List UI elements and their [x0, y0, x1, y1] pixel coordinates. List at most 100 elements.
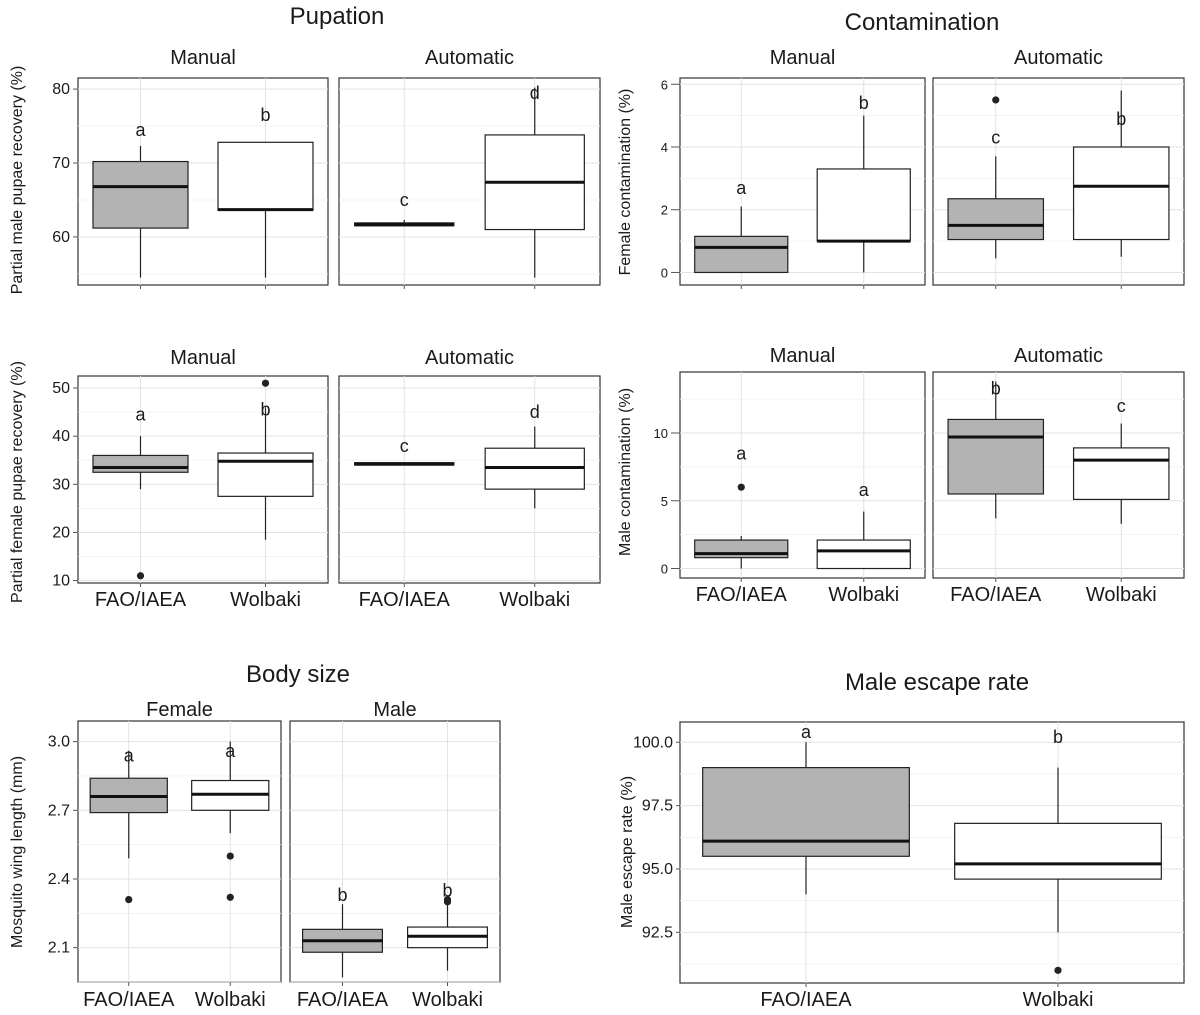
significance-letter: b	[442, 880, 452, 900]
box-wolbaki	[217, 141, 314, 211]
ytick-label: 2.4	[48, 871, 70, 888]
significance-letter: b	[991, 378, 1001, 398]
significance-letter: b	[337, 885, 347, 905]
ytick-label: 60	[52, 229, 70, 246]
ytick-label: 100.0	[633, 734, 673, 751]
significance-letter: c	[991, 128, 1000, 148]
facet-label-pup-female-0: Manual	[170, 347, 236, 369]
box-fao-iaea	[947, 418, 1045, 495]
significance-letter: c	[400, 436, 409, 456]
box-wolbaki	[816, 168, 911, 242]
significance-letter: a	[124, 745, 135, 765]
outlier-point	[737, 483, 745, 491]
ylabel-escape: Male escape rate (%)	[619, 776, 636, 928]
chart-escape: 92.5 95.0 97.5 100.0 FAO/IAEA Wolbaki a b	[633, 721, 1185, 1011]
chart-pup-female: Manual 10 20 30 40 50 FAO/IAEA Wolbaki a b Automat…	[52, 347, 601, 611]
facet-label-cont-female-0: Manual	[770, 47, 836, 69]
box-wolbaki	[1072, 146, 1170, 241]
significance-letter: d	[530, 402, 540, 422]
title-contamination: Contamination	[845, 9, 1000, 36]
ytick-label: 2.1	[48, 940, 70, 957]
outlier-point	[226, 893, 234, 901]
significance-letter: a	[736, 178, 747, 198]
facet-label-pup-male-1: Automatic	[425, 47, 514, 69]
ylabel-pup-male: Partial male pupae recovery (%)	[9, 66, 26, 295]
outlier-point	[1054, 966, 1062, 974]
xtick-label: FAO/IAEA	[297, 989, 389, 1011]
title-escape: Male escape rate	[845, 669, 1029, 696]
facet-label-body-size-1: Male	[373, 699, 416, 721]
chart-body-size: Female 2.1 2.4 2.7 3.0 FAO/IAEA Wolbaki a a Male F…	[48, 699, 501, 1011]
significance-letter: b	[1116, 109, 1126, 129]
xtick-label: Wolbaki	[195, 989, 266, 1011]
ylabel-cont-male: Male contamination (%)	[617, 388, 634, 556]
box-wolbaki	[954, 822, 1162, 880]
ytick-label: 3.0	[48, 734, 70, 751]
xtick-label: FAO/IAEA	[359, 589, 451, 611]
title-pupation: Pupation	[290, 3, 385, 30]
xtick-label: Wolbaki	[1023, 989, 1094, 1011]
outlier-point	[125, 895, 133, 904]
box-wolbaki	[217, 452, 314, 497]
xtick-label: FAO/IAEA	[696, 584, 788, 606]
chart-cont-male: Manual 0 5 10 FAO/IAEA Wolbaki a a Automatic FAO/…	[654, 345, 1185, 606]
ytick-label: 95.0	[642, 861, 673, 878]
significance-letter: d	[530, 83, 540, 103]
ytick-label: 40	[52, 428, 70, 445]
ytick-label: 6	[661, 77, 668, 92]
xtick-label: FAO/IAEA	[950, 584, 1042, 606]
chart-pup-male: Manual 60 70 80 a b Automatic c d	[52, 47, 601, 289]
significance-letter: b	[260, 105, 270, 125]
significance-letter: b	[859, 93, 869, 113]
xtick-label: Wolbaki	[230, 589, 301, 611]
ytick-label: 0	[661, 265, 668, 280]
ytick-label: 4	[661, 140, 668, 155]
ytick-label: 30	[52, 476, 70, 493]
significance-letter: c	[1117, 396, 1126, 416]
box-wolbaki	[1072, 447, 1170, 500]
box-fao-iaea	[694, 235, 789, 274]
panel-cont-female-1	[932, 77, 1185, 286]
box-wolbaki	[816, 539, 911, 570]
box-fao-iaea	[92, 454, 189, 473]
significance-letter: a	[801, 722, 812, 742]
chart-cont-female: Manual 0 2 4 6 a b Automatic c b	[661, 47, 1185, 289]
ytick-label: 2.7	[48, 802, 70, 819]
facet-label-cont-male-0: Manual	[770, 345, 836, 367]
ylabel-cont-female: Female contamination (%)	[617, 89, 634, 276]
title-body-size: Body size	[246, 661, 350, 688]
facet-label-pup-male-0: Manual	[170, 47, 236, 69]
box-fao-iaea	[92, 160, 189, 229]
xtick-label: FAO/IAEA	[95, 589, 187, 611]
significance-letter: a	[135, 120, 146, 140]
outlier-point	[226, 852, 234, 860]
xtick-label: Wolbaki	[1086, 584, 1157, 606]
xtick-label: Wolbaki	[828, 584, 899, 606]
significance-letter: c	[400, 190, 409, 210]
box-fao-iaea	[947, 198, 1045, 241]
xtick-label: Wolbaki	[412, 989, 483, 1011]
ytick-label: 0	[661, 562, 668, 577]
outlier-point	[443, 898, 452, 906]
ytick-label: 10	[654, 426, 668, 441]
outlier-point	[136, 572, 145, 580]
ytick-label: 50	[52, 380, 70, 397]
ylabel-pup-female: Partial female pupae recovery (%)	[9, 361, 26, 603]
ytick-label: 10	[52, 573, 70, 590]
significance-letter: b	[260, 400, 270, 420]
significance-letter: a	[225, 741, 236, 761]
significance-letter: a	[736, 443, 747, 463]
ytick-label: 20	[52, 524, 70, 541]
ytick-label: 80	[52, 81, 70, 98]
significance-letter: a	[859, 480, 870, 500]
ytick-label: 92.5	[642, 924, 673, 941]
facet-label-pup-female-1: Automatic	[425, 347, 514, 369]
significance-letter: a	[135, 405, 146, 425]
xtick-label: Wolbaki	[499, 589, 570, 611]
ytick-label: 5	[661, 494, 668, 509]
ytick-label: 97.5	[642, 798, 673, 815]
box-fao-iaea	[702, 767, 910, 857]
ytick-label: 2	[661, 203, 668, 218]
xtick-label: FAO/IAEA	[760, 989, 852, 1011]
outlier-point	[261, 379, 270, 387]
